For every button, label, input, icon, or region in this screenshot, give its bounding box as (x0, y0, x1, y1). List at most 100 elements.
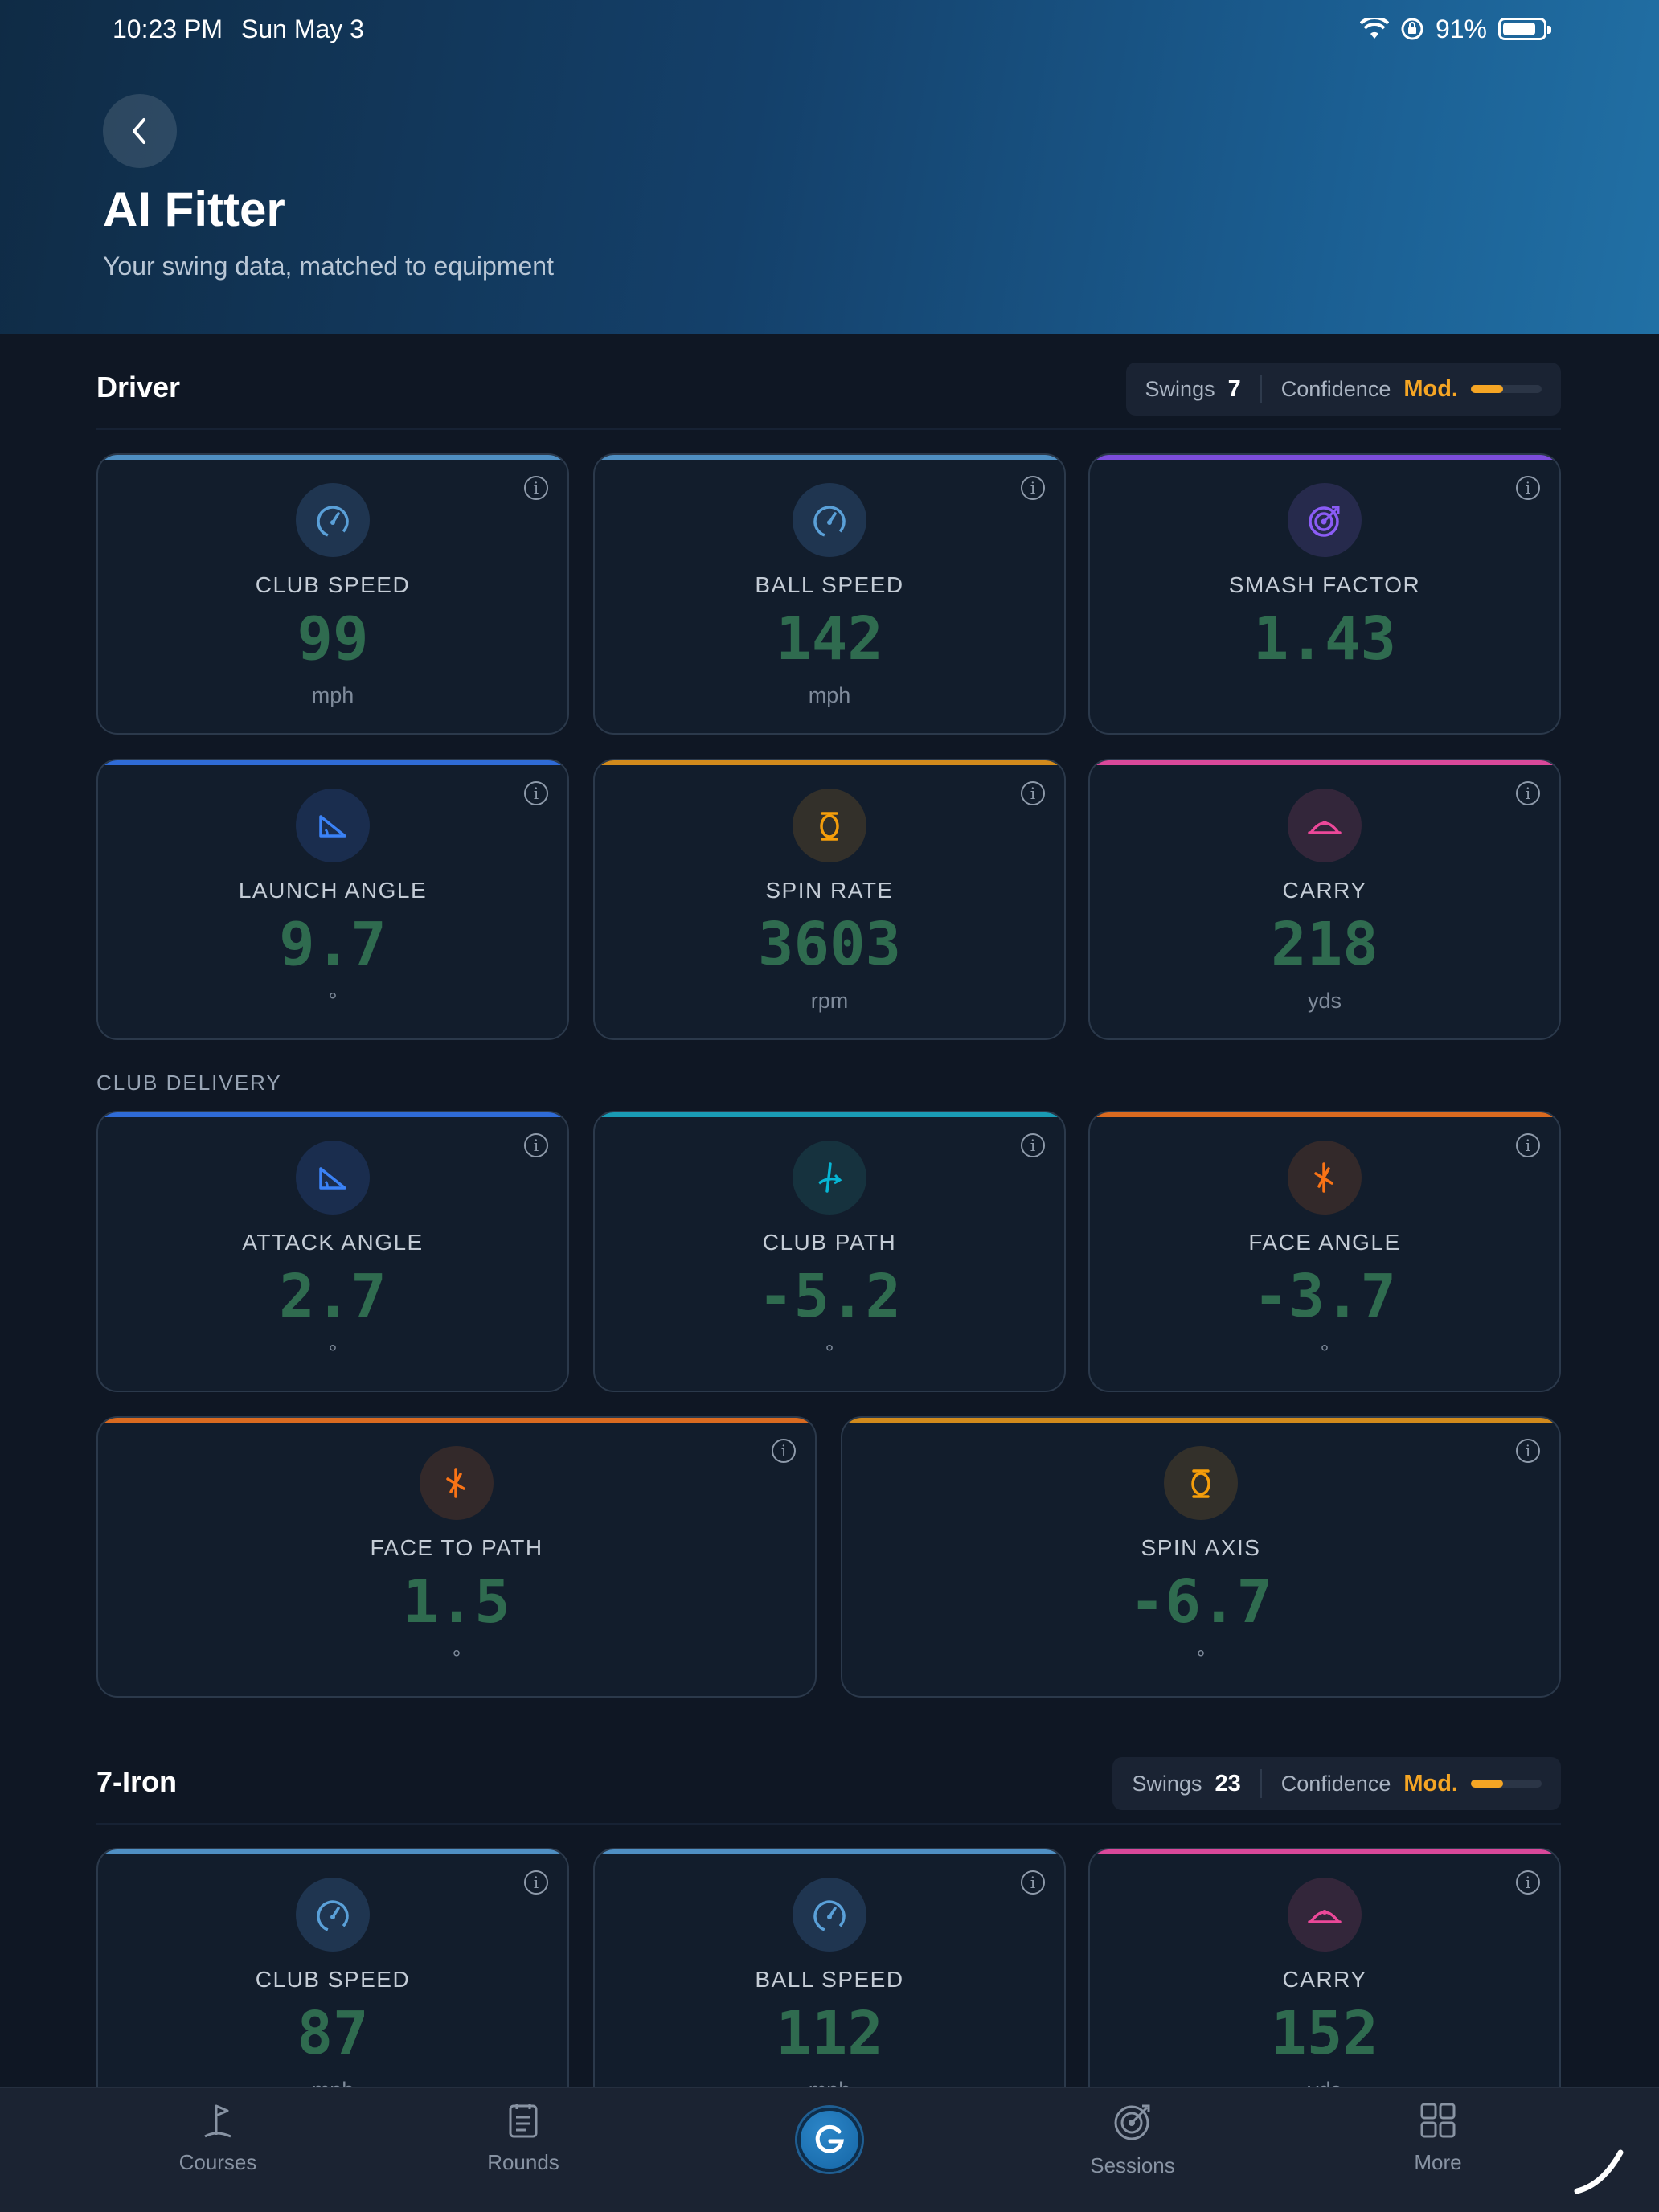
angle-icon (296, 789, 370, 862)
metric-unit: rpm (810, 989, 849, 1013)
metric-unit: yds (1307, 989, 1342, 1013)
back-button[interactable] (103, 94, 177, 168)
angle-icon (296, 1141, 370, 1215)
metric-unit: ° (825, 1341, 834, 1365)
card-accent-bar (98, 1112, 567, 1117)
speedometer-icon (296, 483, 370, 557)
info-icon[interactable]: i (1021, 476, 1045, 500)
divider (96, 428, 1561, 430)
rotation-lock-icon (1401, 18, 1423, 40)
info-icon[interactable]: i (524, 1133, 548, 1157)
driver-stats-pill: Swings 7 Confidence Mod. (1125, 363, 1561, 416)
app-logo-icon (815, 2124, 845, 2153)
metric-unit: ° (328, 1341, 338, 1365)
target-icon (1288, 483, 1362, 557)
metric-value: 142 (776, 604, 883, 674)
metric-value: 218 (1271, 910, 1378, 979)
confidence-value: Mod. (1403, 375, 1458, 402)
nav-courses[interactable]: Courses (137, 2101, 298, 2175)
info-icon[interactable]: i (1021, 1870, 1045, 1895)
divider (1260, 375, 1262, 403)
nav-rounds[interactable]: Rounds (443, 2101, 604, 2175)
card-accent-bar (842, 1418, 1559, 1423)
home-indicator[interactable] (1571, 2148, 1627, 2196)
nav-home[interactable] (797, 2108, 862, 2172)
header: 10:23 PM Sun May 3 91% AI Fitter Your sw… (0, 0, 1659, 334)
info-icon[interactable]: i (1021, 781, 1045, 805)
metric-label: SPIN RATE (765, 878, 894, 903)
face-to-path-card[interactable]: i FACE TO PATH 1.5 ° (96, 1416, 817, 1698)
metric-value: 152 (1271, 1999, 1378, 2068)
nav-more[interactable]: More (1358, 2101, 1518, 2175)
metric-label: FACE TO PATH (370, 1535, 543, 1560)
status-time: 10:23 PM (113, 14, 223, 43)
card-accent-bar (1090, 1112, 1559, 1117)
page-title: AI Fitter (103, 182, 285, 236)
carry-card[interactable]: i CARRY 218 yds (1088, 759, 1561, 1040)
metric-unit: mph (311, 683, 354, 707)
info-icon[interactable]: i (1021, 1133, 1045, 1157)
metric-label: CARRY (1282, 1967, 1367, 1992)
divider (1260, 1769, 1262, 1798)
info-icon[interactable]: i (524, 781, 548, 805)
card-accent-bar (98, 1418, 815, 1423)
status-date: Sun May 3 (241, 14, 364, 43)
face-icon (420, 1446, 494, 1520)
info-icon[interactable]: i (1516, 1870, 1540, 1895)
metric-unit: ° (452, 1646, 461, 1670)
info-icon[interactable]: i (1516, 476, 1540, 500)
card-accent-bar (595, 1849, 1064, 1854)
bottom-nav: Courses Rounds Sessions More (0, 2087, 1659, 2212)
club-path-card[interactable]: i CLUB PATH -5.2 ° (593, 1111, 1066, 1392)
club-speed-card[interactable]: i CLUB SPEED 99 mph (96, 453, 569, 735)
metric-label: CLUB SPEED (255, 572, 411, 597)
swings-label: Swings (1132, 1771, 1202, 1796)
arc-icon (1288, 1878, 1362, 1952)
swings-count: 23 (1215, 1770, 1241, 1796)
metric-unit: ° (1196, 1646, 1206, 1670)
metric-label: CLUB PATH (762, 1230, 897, 1255)
ball-speed-card[interactable]: i BALL SPEED 142 mph (593, 453, 1066, 735)
spin-axis-card[interactable]: i SPIN AXIS -6.7 ° (841, 1416, 1561, 1698)
metric-value: 9.7 (279, 910, 387, 979)
chevron-left-icon (133, 118, 145, 144)
attack-angle-card[interactable]: i ATTACK ANGLE 2.7 ° (96, 1111, 569, 1392)
info-icon[interactable]: i (772, 1439, 796, 1463)
swings-count: 7 (1227, 375, 1241, 402)
metric-unit: ° (1320, 1341, 1329, 1365)
confidence-bar (1471, 1780, 1542, 1788)
metric-unit: ° (328, 989, 338, 1013)
swings-label: Swings (1145, 376, 1215, 401)
metric-value: 3603 (757, 910, 902, 979)
metric-value: 99 (297, 604, 369, 674)
nav-label: Rounds (487, 2150, 559, 2174)
card-accent-bar (1090, 1849, 1559, 1854)
scorecard-icon (509, 2104, 538, 2138)
info-icon[interactable]: i (524, 476, 548, 500)
nav-label: Sessions (1090, 2153, 1175, 2177)
info-icon[interactable]: i (1516, 1133, 1540, 1157)
launch-angle-card[interactable]: i LAUNCH ANGLE 9.7 ° (96, 759, 569, 1040)
path-icon (793, 1141, 866, 1215)
metric-value: 87 (297, 1999, 369, 2068)
speedometer-icon (793, 1878, 866, 1952)
divider (96, 1823, 1561, 1825)
spin-rate-card[interactable]: i SPIN RATE 3603 rpm (593, 759, 1066, 1040)
page-subtitle: Your swing data, matched to equipment (103, 252, 554, 281)
metric-label: BALL SPEED (755, 1967, 904, 1992)
iron-section-header: 7-Iron Swings 23 Confidence Mod. (96, 1757, 1561, 1810)
metric-label: FACE ANGLE (1248, 1230, 1401, 1255)
info-icon[interactable]: i (1516, 1439, 1540, 1463)
info-icon[interactable]: i (524, 1870, 548, 1895)
info-icon[interactable]: i (1516, 781, 1540, 805)
spin-icon (793, 789, 866, 862)
face-angle-card[interactable]: i FACE ANGLE -3.7 ° (1088, 1111, 1561, 1392)
club-delivery-label: CLUB DELIVERY (96, 1071, 282, 1095)
smash-factor-card[interactable]: i SMASH FACTOR 1.43 (1088, 453, 1561, 735)
section-title: Driver (96, 371, 181, 403)
card-accent-bar (1090, 760, 1559, 765)
card-accent-bar (1090, 455, 1559, 460)
nav-sessions[interactable]: Sessions (1052, 2101, 1213, 2178)
